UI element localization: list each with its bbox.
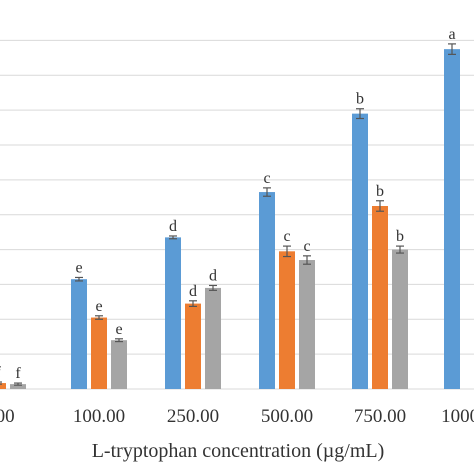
data-label: c <box>263 170 270 187</box>
bar <box>299 260 315 389</box>
bar <box>259 192 275 389</box>
bar <box>0 383 6 389</box>
x-tick-label: 500.00 <box>261 406 313 427</box>
data-label: e <box>95 298 102 315</box>
bar <box>10 384 26 389</box>
data-label: d <box>169 218 177 235</box>
data-label: e <box>75 259 82 276</box>
bar <box>91 317 107 389</box>
data-label: e <box>115 321 122 338</box>
data-label: d <box>189 283 197 300</box>
bar <box>279 251 295 389</box>
data-label: a <box>448 26 455 43</box>
x-tick-label: 250.00 <box>167 406 219 427</box>
x-tick-label: 750.00 <box>354 406 406 427</box>
bar-group <box>0 49 460 390</box>
bar <box>111 340 127 389</box>
data-label: c <box>303 238 310 255</box>
bar <box>352 113 368 389</box>
x-tick-label: 100.00 <box>73 406 125 427</box>
bar <box>71 279 87 389</box>
data-label: b <box>356 91 364 108</box>
data-label: b <box>396 228 404 245</box>
data-label: b <box>376 183 384 200</box>
data-label: d <box>209 267 217 284</box>
bar <box>165 237 181 389</box>
error-bar-group <box>0 43 456 386</box>
bar <box>185 303 201 389</box>
bar <box>392 249 408 389</box>
bar <box>205 287 221 389</box>
data-label: f <box>15 365 21 382</box>
bar <box>444 49 460 390</box>
data-label: f <box>0 364 1 381</box>
x-tick-label: 0.00 <box>0 406 15 427</box>
data-label: c <box>283 228 290 245</box>
x-axis-title: L-tryptophan concentration (µg/mL) <box>92 440 385 462</box>
data-label-group: fedcbafedcbfedcb <box>0 26 456 382</box>
bar <box>372 206 388 389</box>
x-tick-label: 1000.00 <box>441 406 474 427</box>
x-tick-group: 0.00 100.00 250.00 500.00 750.00 1000.00 <box>0 406 474 427</box>
